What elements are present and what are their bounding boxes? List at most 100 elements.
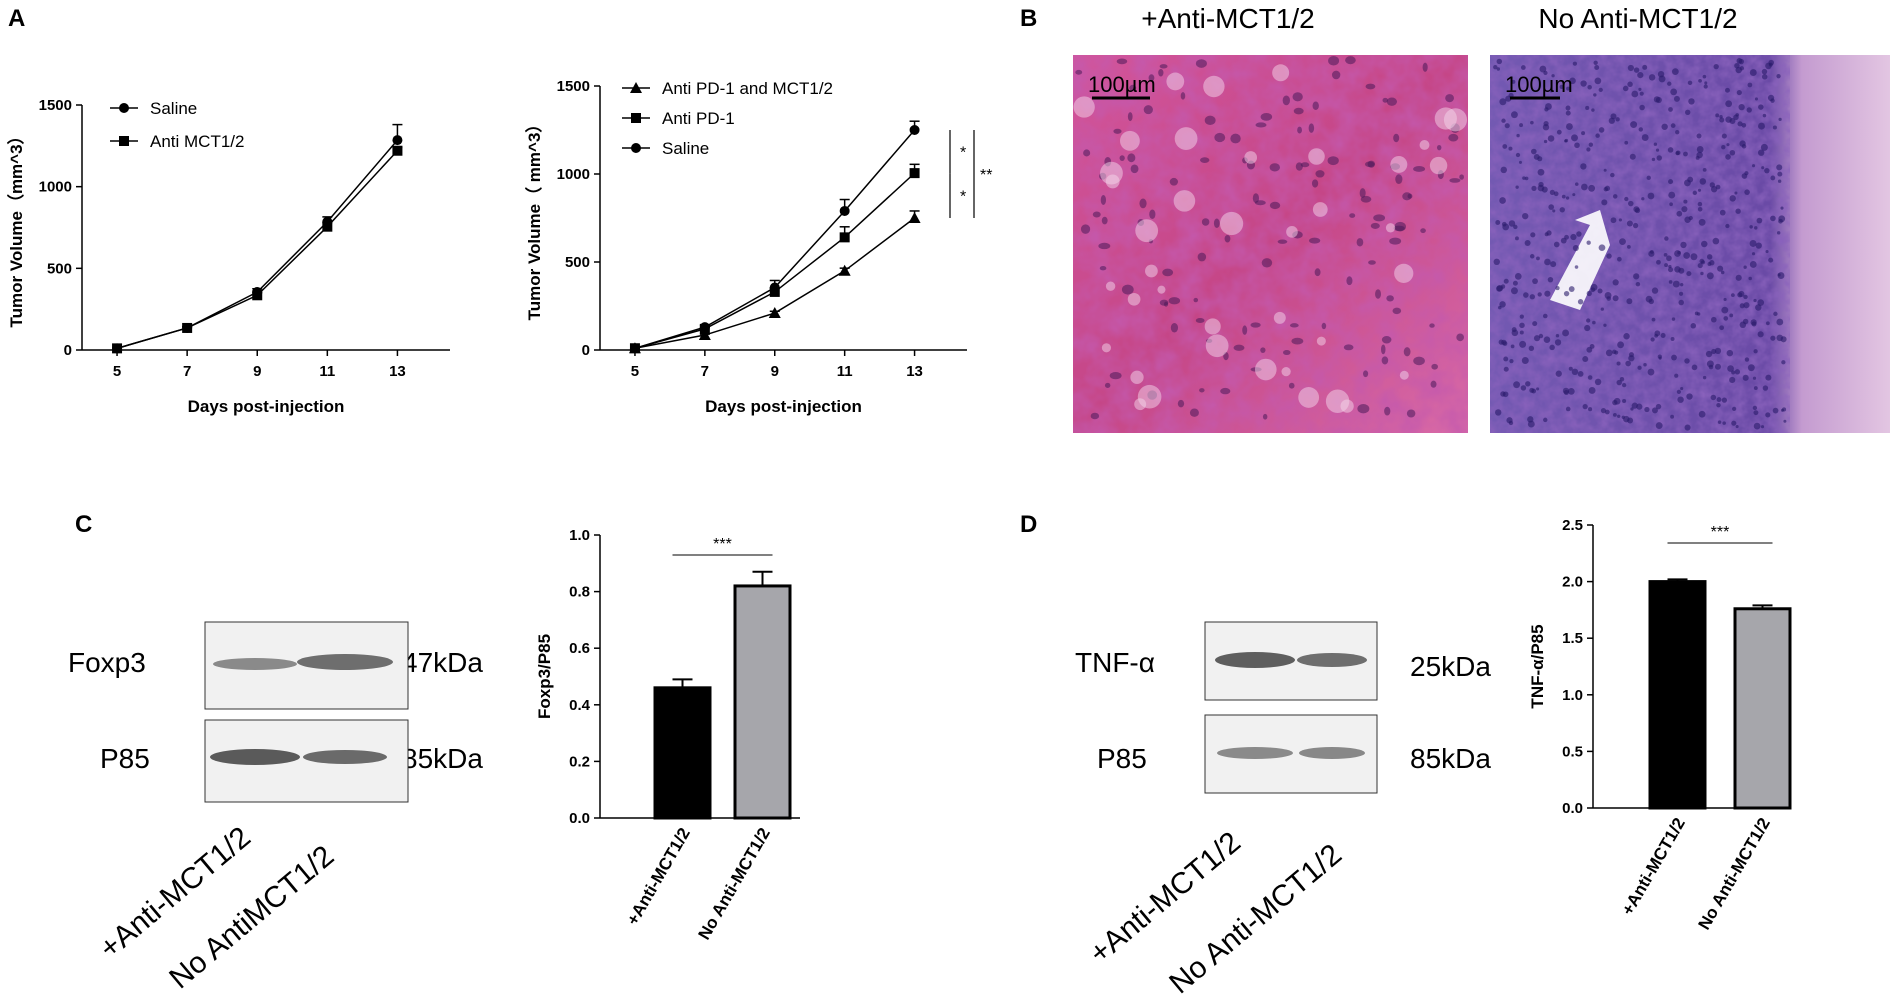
panel-letter-d: D xyxy=(1020,511,1037,538)
x-tick-label: 11 xyxy=(319,363,335,380)
data-point xyxy=(908,212,921,223)
micrograph-right-title: No Anti-MCT1/2 xyxy=(1538,3,1737,34)
data-point xyxy=(909,125,920,135)
scale-bar-right: 100µm xyxy=(1505,72,1573,97)
y-axis-label: Tumor Volume（mm^3） xyxy=(6,127,26,327)
panel-letter-c: C xyxy=(75,511,92,538)
y-tick-label: 2.0 xyxy=(1562,574,1583,591)
data-point xyxy=(252,290,263,301)
blot-d-band2-label: P85 xyxy=(1097,743,1147,774)
y-tick-label: 1.0 xyxy=(1562,687,1583,704)
panel-letter-a: A xyxy=(8,5,25,32)
data-point xyxy=(322,221,333,232)
y-tick-label: 1500 xyxy=(557,78,590,95)
legend-marker xyxy=(119,136,129,146)
x-tick-label: 9 xyxy=(771,363,779,380)
category-label: No Anti-MCT1/2 xyxy=(1695,815,1774,934)
x-tick-label: 5 xyxy=(113,363,121,380)
tnf-bar-chart: 0.0 0.5 1.0 1.5 2.0 2.5 TNF-α/P85 +Anti-MCT1/2 N… xyxy=(1528,517,1792,934)
series-0 xyxy=(628,210,921,354)
category-label: +Anti-MCT1/2 xyxy=(623,825,694,929)
y-tick-label: 500 xyxy=(565,254,590,271)
series-0 xyxy=(112,123,403,354)
x-tick-label: 11 xyxy=(837,363,853,380)
y-tick-label: 0.0 xyxy=(1562,800,1583,817)
series-1 xyxy=(112,145,403,354)
data-point xyxy=(629,343,640,354)
series-line xyxy=(116,150,398,350)
legend-marker xyxy=(119,103,129,113)
legend-label: Anti PD-1 and MCT1/2 xyxy=(662,79,833,98)
x-tick-label: 13 xyxy=(906,363,923,380)
legend-label: Saline xyxy=(662,139,709,158)
x-tick-label: 7 xyxy=(701,363,709,380)
series-line xyxy=(634,172,916,349)
foxp3-bar-chart: 0.0 0.2 0.4 0.6 0.8 1.0 Foxp3/P85 +Anti-MCT1/2 N… xyxy=(535,527,800,943)
y-tick-label: 1.5 xyxy=(1562,630,1583,647)
y-tick-label: 1000 xyxy=(39,179,72,196)
y-tick-label: 0.0 xyxy=(569,810,590,827)
y-tick-label: 1.0 xyxy=(569,527,590,544)
x-tick-label: 5 xyxy=(631,363,639,380)
y-tick-label: 2.5 xyxy=(1562,517,1583,534)
legend-label: Anti MCT1/2 xyxy=(150,132,244,151)
series-1 xyxy=(629,163,920,354)
x-tick-label: 7 xyxy=(183,363,191,380)
sig-label: * xyxy=(960,189,966,206)
series-line xyxy=(116,139,398,350)
data-point xyxy=(769,282,780,293)
micrograph-right: 100µm xyxy=(1490,55,1890,433)
blot-d-band1-label: TNF-α xyxy=(1075,647,1155,678)
data-point xyxy=(392,145,403,156)
tumor-volume-chart-2: 0 500 1000 1500 5 7 9 11 13 Days post-injection Tu… xyxy=(524,78,992,416)
sig-label: ** xyxy=(980,167,992,184)
x-tick-label: 13 xyxy=(389,363,406,380)
sig-label: *** xyxy=(713,536,732,553)
y-tick-label: 500 xyxy=(47,260,72,277)
legend-label: Saline xyxy=(150,99,197,118)
blot-c-band1-label: Foxp3 xyxy=(68,647,146,678)
bar xyxy=(1733,607,1792,810)
scale-bar-left: 100µm xyxy=(1088,72,1156,97)
data-point xyxy=(909,168,920,179)
legend-marker xyxy=(631,113,641,123)
y-tick-label: 0 xyxy=(64,342,72,359)
legend-label: Anti PD-1 xyxy=(662,109,735,128)
category-label: +Anti-MCT1/2 xyxy=(1618,815,1689,919)
y-tick-label: 0.8 xyxy=(569,584,590,601)
blot-c-band1-kda: 47kDa xyxy=(402,647,483,678)
data-point xyxy=(698,329,711,341)
micrographs: +Anti-MCT1/2 No Anti-MCT1/2 100µm 100µm xyxy=(1073,3,1890,433)
micrograph-left: 100µm xyxy=(1073,55,1468,433)
data-point xyxy=(839,232,850,243)
legend-marker xyxy=(630,82,642,93)
sig-label: *** xyxy=(1711,524,1730,541)
y-tick-label: 1500 xyxy=(39,97,72,114)
bar xyxy=(653,686,712,820)
western-blot-c: Foxp3 P85 47kDa 85kDa +Anti-MCT1/2 No An… xyxy=(68,621,483,995)
blot-c-band2-kda: 85kDa xyxy=(402,743,483,774)
y-axis-label: Foxp3/P85 xyxy=(535,634,554,719)
micrograph-left-title: +Anti-MCT1/2 xyxy=(1141,3,1315,34)
data-point xyxy=(392,135,403,146)
y-tick-label: 0 xyxy=(582,342,590,359)
legend-marker xyxy=(631,143,641,153)
data-point xyxy=(182,322,193,333)
data-point xyxy=(699,322,710,333)
data-point xyxy=(838,264,851,276)
data-point xyxy=(839,205,850,216)
y-axis-label: TNF-α/P85 xyxy=(1528,624,1547,708)
panel-letter-b: B xyxy=(1020,5,1037,32)
data-point xyxy=(768,307,781,319)
sig-label: * xyxy=(960,145,966,162)
blot-d-band2-kda: 85kDa xyxy=(1410,743,1491,774)
data-point xyxy=(112,343,123,354)
y-tick-label: 0.4 xyxy=(569,697,591,714)
blot-c-band2-label: P85 xyxy=(100,743,150,774)
category-label: No Anti-MCT1/2 xyxy=(695,825,774,944)
bar xyxy=(1648,580,1707,810)
y-axis-label: Tumor Volume（ mm^3） xyxy=(524,116,544,321)
y-tick-label: 0.2 xyxy=(569,753,590,770)
tumor-volume-chart-1: 0 500 1000 1500 5 7 9 11 13 Days post-injection Tu… xyxy=(6,97,450,416)
